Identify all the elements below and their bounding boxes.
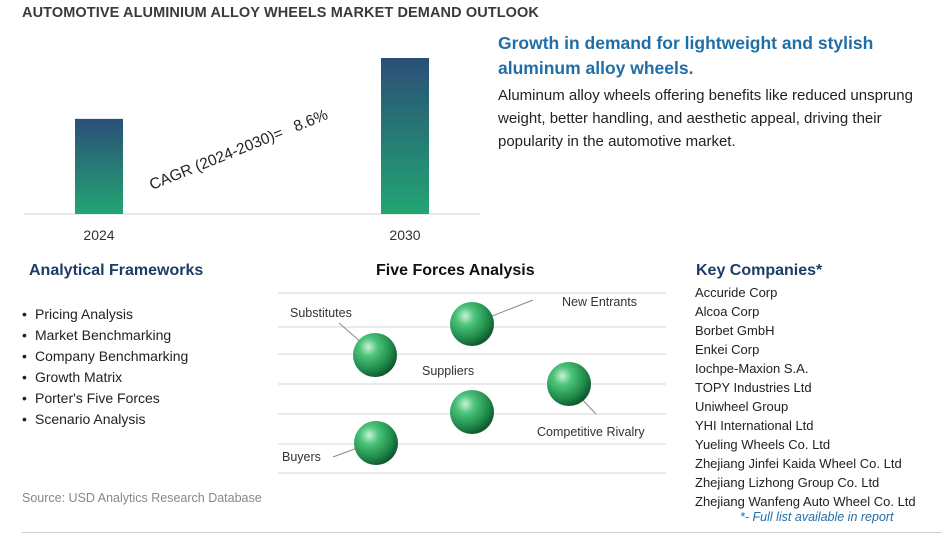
companies-list: Accuride Corp Alcoa Corp Borbet GmbH Enk… <box>695 283 916 511</box>
bar-chart: 2024 2030 CAGR (2024-2030)= 8.6% <box>24 58 480 243</box>
divider <box>22 532 942 533</box>
list-item: Zhejiang Wanfeng Auto Wheel Co. Ltd <box>695 494 916 509</box>
connector-line <box>332 446 361 458</box>
suppliers-sphere <box>450 390 494 434</box>
list-item: Zhejiang Jinfei Kaida Wheel Co. Ltd <box>695 456 902 471</box>
list-item: Accuride Corp <box>695 285 778 300</box>
competitive-rivalry-sphere <box>547 362 591 406</box>
list-item: Alcoa Corp <box>695 304 760 319</box>
new-entrants-label: New Entrants <box>562 295 638 309</box>
list-item: Scenario Analysis <box>22 409 188 430</box>
x-tick-label: 2024 <box>83 227 114 243</box>
list-item: Market Benchmarking <box>22 325 188 346</box>
list-item: TOPY Industries Ltd <box>695 380 812 395</box>
list-item: YHI International Ltd <box>695 418 814 433</box>
list-item: Yueling Wheels Co. Ltd <box>695 437 831 452</box>
suppliers-label: Suppliers <box>422 364 475 378</box>
list-item: Zhejiang Lizhong Group Co. Ltd <box>695 475 880 490</box>
x-tick-label: 2030 <box>389 227 420 243</box>
connector-line <box>577 394 597 415</box>
five-forces-heading: Five Forces Analysis <box>376 262 535 279</box>
companies-note: *- Full list available in report <box>740 510 894 524</box>
list-item: Pricing Analysis <box>22 304 188 325</box>
bar-2030 <box>381 58 429 214</box>
list-item: Growth Matrix <box>22 367 188 388</box>
connector-line <box>338 322 363 344</box>
companies-heading: Key Companies* <box>696 262 823 279</box>
buyers-sphere <box>354 421 398 465</box>
new-entrants-sphere <box>450 302 494 346</box>
description: Aluminum alloy wheels offering benefits … <box>498 87 913 150</box>
list-item: Porter's Five Forces <box>22 388 188 409</box>
list-item: Uniwheel Group <box>695 399 789 414</box>
competitive-rivalry-label: Competitive Rivalry <box>537 425 645 439</box>
buyers-label: Buyers <box>282 450 321 464</box>
bar-2024 <box>75 118 123 214</box>
list-item: Company Benchmarking <box>22 346 188 367</box>
substitutes-label: Substitutes <box>290 306 352 320</box>
list-item: Borbet GmbH <box>695 323 775 338</box>
page-title: AUTOMOTIVE ALUMINIUM ALLOY WHEELS MARKET… <box>22 5 540 21</box>
cagr-annotation: CAGR (2024-2030)= 8.6% <box>147 106 331 193</box>
substitutes-sphere <box>353 333 397 377</box>
source-note: Source: USD Analytics Research Database <box>22 491 262 505</box>
headline: Growth in demand for lightweight and sty… <box>498 33 874 78</box>
frameworks-list: Pricing Analysis Market Benchmarking Com… <box>22 304 188 430</box>
connector-line <box>486 299 534 319</box>
frameworks-heading: Analytical Frameworks <box>29 262 204 279</box>
list-item: Iochpe-Maxion S.A. <box>695 361 809 376</box>
list-item: Enkei Corp <box>695 342 760 357</box>
